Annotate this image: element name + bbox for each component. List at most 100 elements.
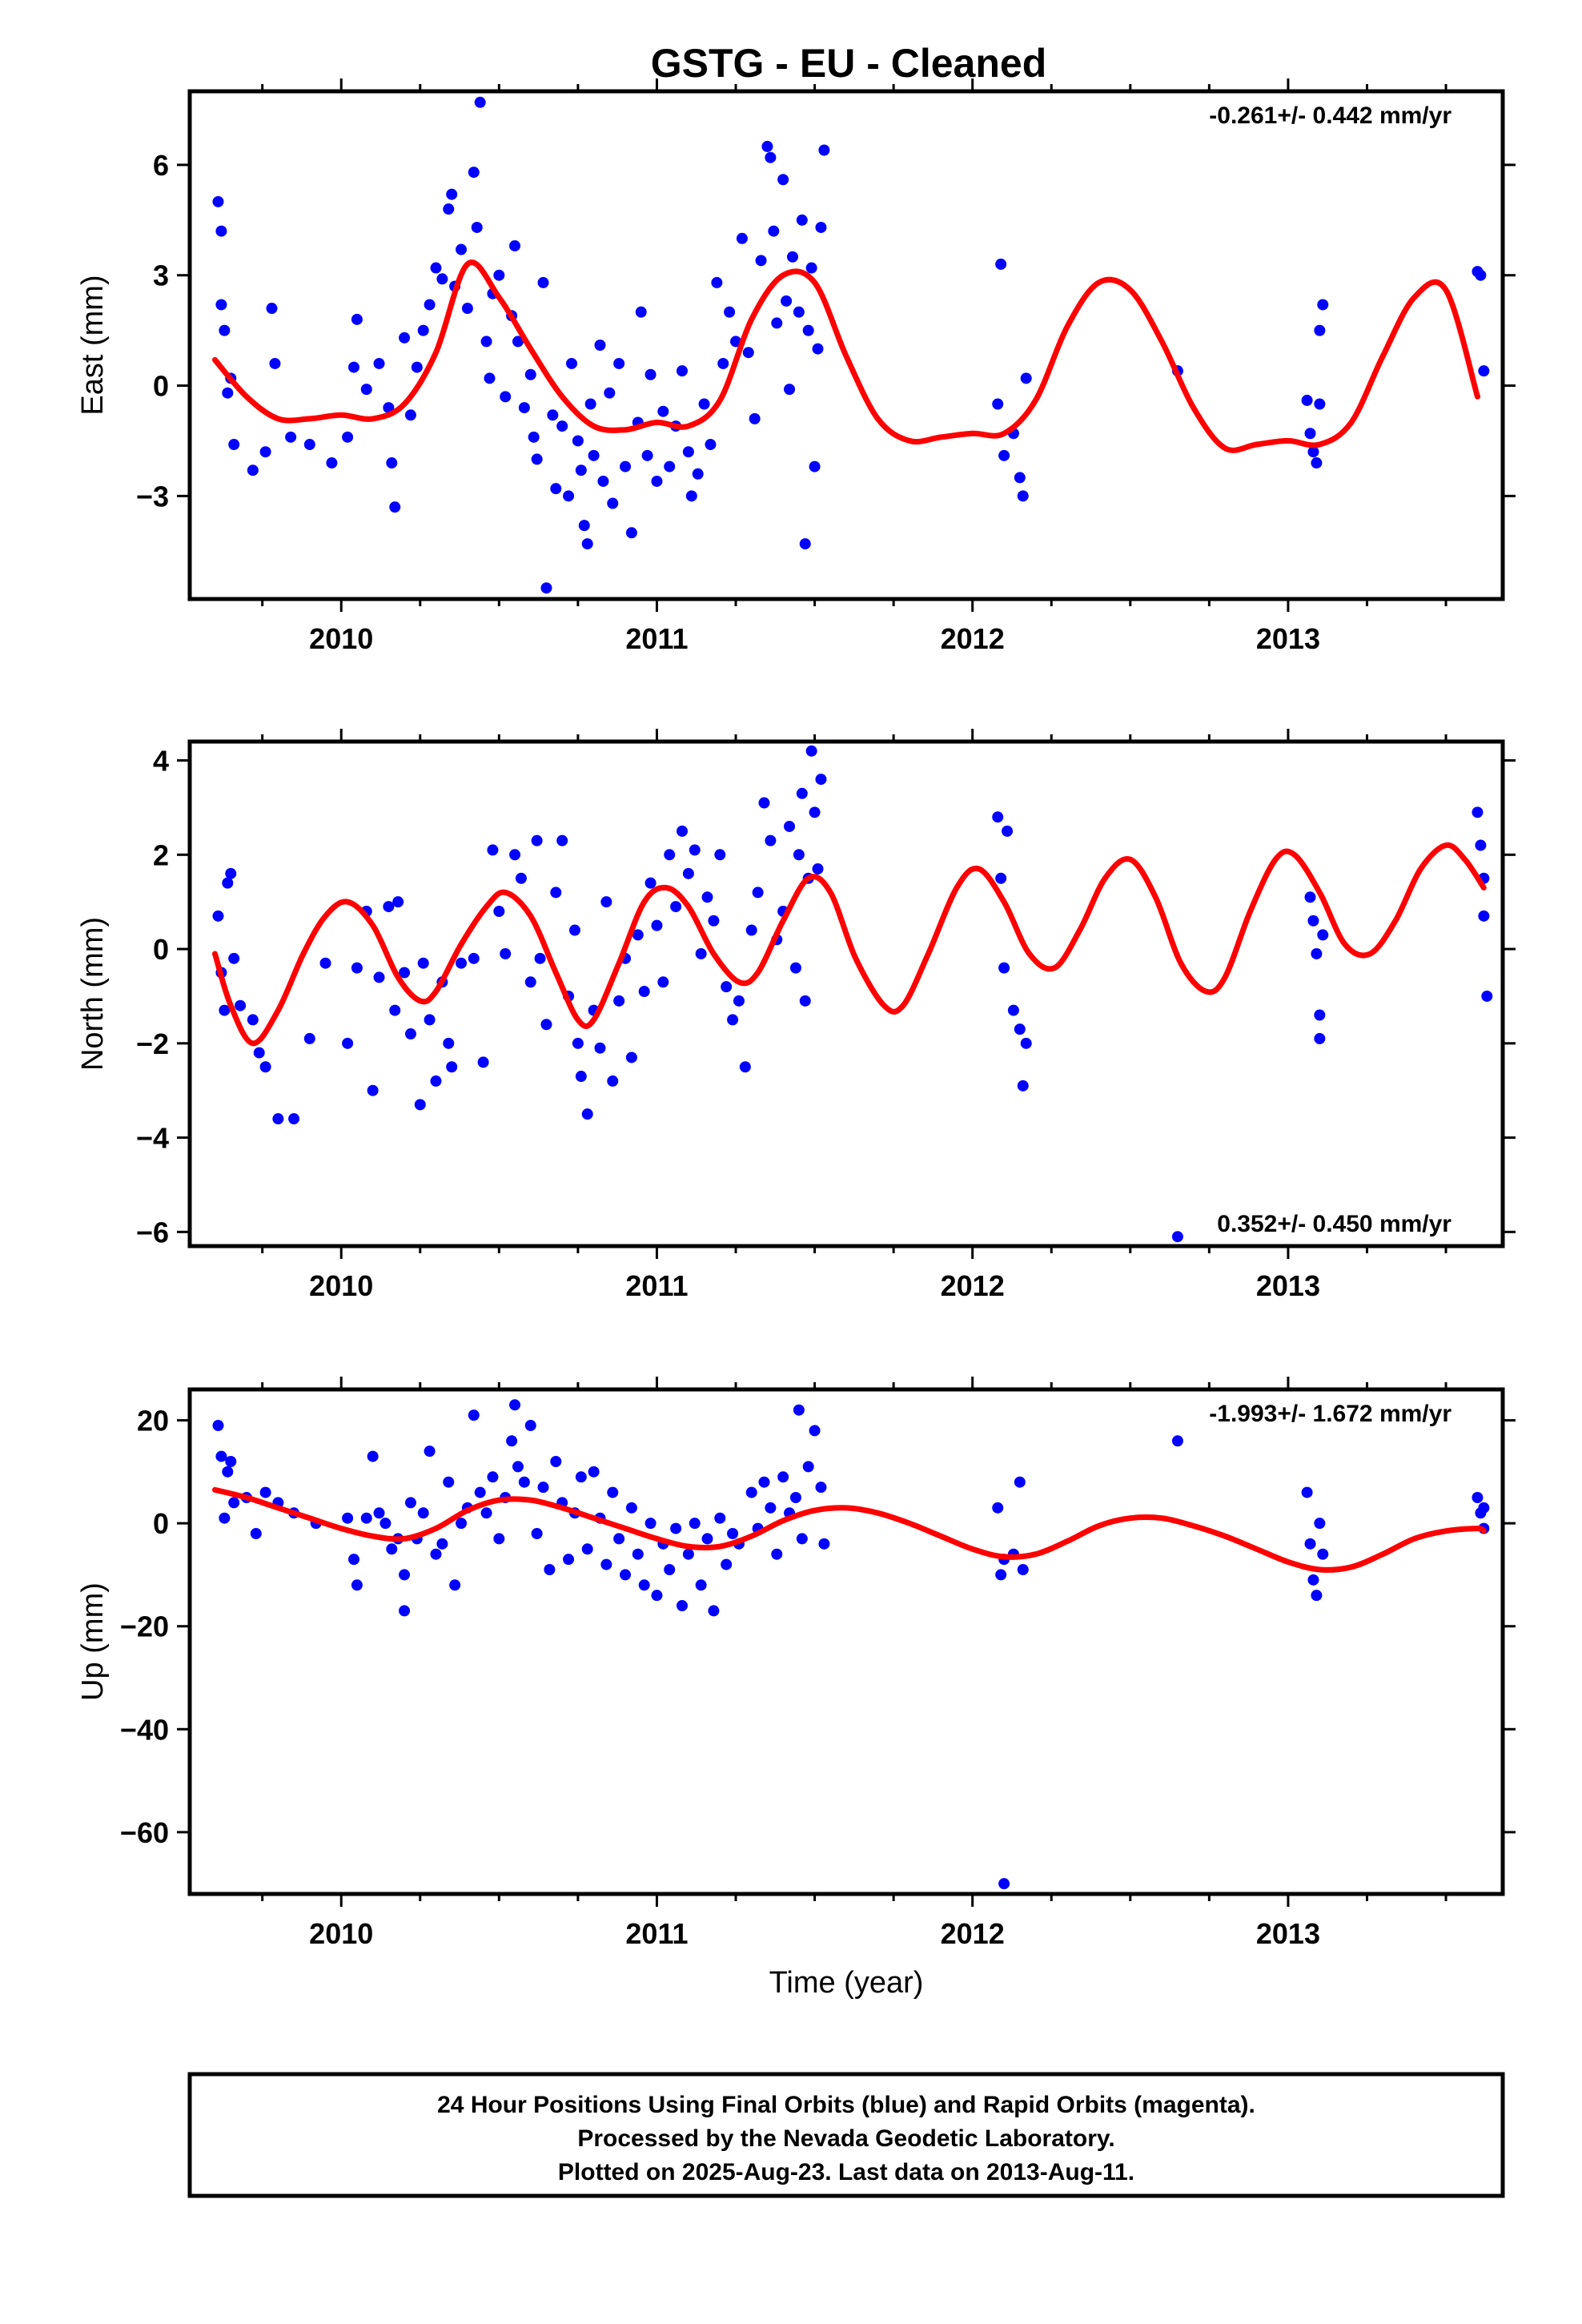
data-point <box>219 1512 231 1524</box>
footer-line-1: 24 Hour Positions Using Final Orbits (bl… <box>437 2092 1255 2118</box>
data-point <box>392 896 404 908</box>
data-point <box>805 745 817 757</box>
data-point <box>547 409 559 421</box>
data-point <box>784 820 796 832</box>
data-point <box>815 1482 827 1494</box>
data-point <box>815 774 827 786</box>
y-tick-label: −20 <box>120 1610 169 1643</box>
data-point <box>818 1538 830 1550</box>
data-point <box>1301 1486 1313 1498</box>
y-tick-label: 2 <box>153 838 169 871</box>
data-point <box>664 849 676 861</box>
y-tick-label: 0 <box>153 933 169 966</box>
data-point <box>474 96 486 108</box>
data-point <box>708 1605 720 1617</box>
data-point <box>219 324 231 336</box>
data-point <box>765 834 777 846</box>
data-point <box>285 431 297 443</box>
y-tick-label: −2 <box>136 1027 169 1060</box>
x-tick-label: 2011 <box>625 1917 688 1950</box>
data-point <box>796 1533 808 1545</box>
x-tick-label: 2012 <box>941 622 1005 655</box>
north-y-axis-label: North (mm) <box>76 917 110 1071</box>
data-point <box>1301 394 1313 406</box>
data-point <box>755 255 767 267</box>
data-point <box>815 221 827 233</box>
data-point <box>424 1014 436 1026</box>
footer-line-2: Processed by the Nevada Geodetic Laborat… <box>577 2125 1114 2152</box>
data-point <box>424 1445 436 1458</box>
data-point <box>430 262 442 274</box>
y-tick-label: 4 <box>153 745 169 778</box>
data-point <box>487 844 499 856</box>
data-point <box>266 303 278 315</box>
data-point <box>677 1600 688 1611</box>
data-point <box>342 1037 354 1049</box>
data-point <box>1020 1037 1032 1049</box>
data-point <box>531 834 543 846</box>
data-point <box>468 1409 480 1421</box>
x-tick-label: 2010 <box>309 622 373 655</box>
data-point <box>588 1466 600 1478</box>
figure-title: GSTG - EU - Cleaned <box>651 41 1047 86</box>
data-point <box>689 1518 701 1530</box>
y-tick-label: −40 <box>120 1713 169 1746</box>
x-tick-label: 2013 <box>1256 622 1320 655</box>
data-point <box>733 995 745 1007</box>
data-point <box>651 1590 663 1602</box>
data-point <box>319 957 331 969</box>
data-point <box>695 1579 707 1591</box>
data-point <box>568 924 580 936</box>
data-point <box>670 901 682 913</box>
data-point <box>509 1399 521 1411</box>
data-point <box>1314 1009 1326 1021</box>
data-point <box>500 947 512 959</box>
data-point <box>550 887 562 899</box>
data-point <box>1472 1492 1484 1503</box>
data-point <box>584 398 596 410</box>
data-point <box>443 1037 455 1049</box>
data-point <box>805 262 817 274</box>
data-point <box>417 324 429 336</box>
data-point <box>600 1558 612 1570</box>
data-point <box>556 420 568 432</box>
data-point <box>225 867 237 879</box>
data-point <box>724 306 736 318</box>
east-y-axis-label: East (mm) <box>76 275 110 415</box>
data-point <box>701 1533 713 1545</box>
data-point <box>399 1569 411 1581</box>
data-point <box>1314 1032 1326 1044</box>
east-rate-label: -0.261+/- 0.442 mm/yr <box>1209 103 1452 129</box>
data-point <box>386 1543 398 1555</box>
data-point <box>768 225 780 237</box>
data-point <box>581 1108 593 1120</box>
footer-line-3: Plotted on 2025-Aug-23. Last data on 201… <box>558 2159 1134 2185</box>
data-point <box>259 1486 271 1498</box>
data-point <box>506 1435 518 1447</box>
data-point <box>575 1071 587 1083</box>
data-point <box>632 929 644 941</box>
data-point <box>818 144 830 156</box>
data-point <box>484 372 496 384</box>
data-point <box>500 391 512 403</box>
up-frame <box>187 1387 1505 1896</box>
data-point <box>556 834 568 846</box>
data-point <box>581 538 593 550</box>
data-point <box>288 1113 300 1125</box>
y-tick-label: −3 <box>136 480 169 513</box>
data-point <box>575 1471 587 1483</box>
data-point <box>664 1564 676 1575</box>
y-tick-label: −4 <box>136 1122 169 1155</box>
data-point <box>456 243 468 255</box>
data-point <box>417 1507 429 1519</box>
east-fit-curve <box>212 259 1480 453</box>
data-point <box>386 457 398 469</box>
data-point <box>594 1042 606 1054</box>
data-point <box>812 343 824 355</box>
data-point <box>1314 324 1326 336</box>
data-point <box>745 924 757 936</box>
data-point <box>664 460 676 472</box>
data-point <box>480 1507 492 1519</box>
data-point <box>777 174 789 186</box>
data-point <box>1478 910 1490 922</box>
